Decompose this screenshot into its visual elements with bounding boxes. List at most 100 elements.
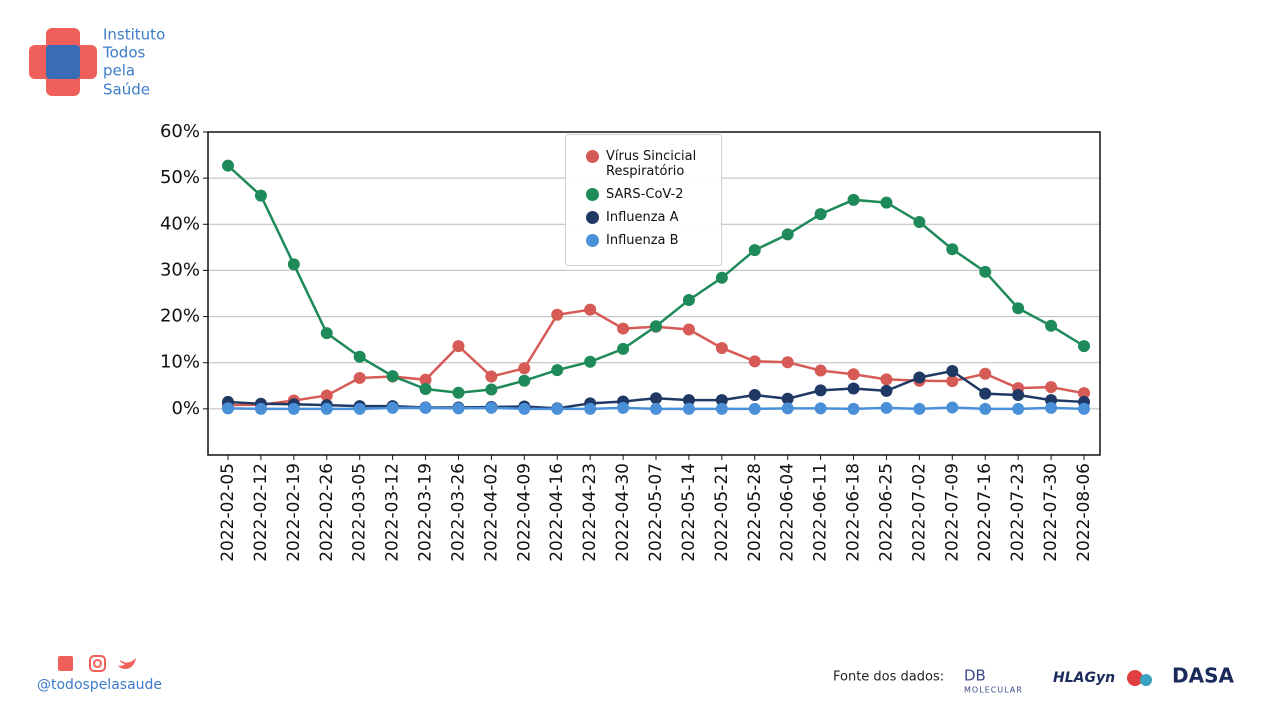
point xyxy=(551,308,564,321)
point xyxy=(353,350,366,363)
legend: Vírus Sincicial Respiratório SARS-CoV-2 In… xyxy=(565,134,722,266)
point xyxy=(584,303,597,316)
point xyxy=(814,208,827,221)
plot-frame xyxy=(207,131,1101,456)
point xyxy=(847,382,860,395)
x-tick-label: 2022-04-02 xyxy=(481,463,501,562)
x-tick-label: 2022-07-02 xyxy=(909,463,929,562)
point xyxy=(682,293,695,306)
x-tick-label: 2022-04-23 xyxy=(580,463,600,562)
point xyxy=(485,370,498,383)
x-tick-label: 2022-07-23 xyxy=(1008,463,1028,562)
point xyxy=(419,401,432,414)
source-logo: DB xyxy=(964,667,986,685)
point xyxy=(452,340,465,353)
point xyxy=(979,367,992,380)
x-tick-label: 2022-04-30 xyxy=(613,463,633,562)
point xyxy=(551,364,564,377)
x-tick-label: 2022-03-05 xyxy=(350,463,370,562)
point xyxy=(880,196,893,209)
point xyxy=(485,383,498,396)
logo-mark xyxy=(29,28,97,96)
point xyxy=(452,386,465,399)
logo-text: Instituto xyxy=(103,26,165,44)
point xyxy=(682,394,695,407)
point xyxy=(748,389,761,402)
x-tick-label: 2022-02-19 xyxy=(284,463,304,562)
x-tick-label: 2022-07-30 xyxy=(1041,463,1061,562)
point xyxy=(1012,302,1025,315)
legend-swatch xyxy=(586,188,599,201)
point xyxy=(584,402,597,415)
point xyxy=(715,402,728,415)
x-tick-label: 2022-05-28 xyxy=(745,463,765,562)
x-tick-label: 2022-06-11 xyxy=(811,463,831,562)
point xyxy=(946,375,959,388)
point xyxy=(946,365,959,378)
legend-label: Vírus Sincicial Respiratório xyxy=(606,149,697,179)
y-tick-label: 20% xyxy=(160,306,200,327)
point xyxy=(485,401,498,414)
point xyxy=(617,322,630,335)
point xyxy=(617,401,630,414)
x-tick-label: 2022-06-25 xyxy=(876,463,896,562)
point xyxy=(551,402,564,415)
x-tick-label: 2022-05-14 xyxy=(679,463,699,562)
source-label: Fonte dos dados: xyxy=(833,670,944,685)
point xyxy=(946,401,959,414)
point xyxy=(781,356,794,369)
point xyxy=(913,371,926,384)
y-tick-label: 30% xyxy=(160,259,200,280)
point xyxy=(1078,402,1090,415)
legend-swatch xyxy=(586,150,599,163)
y-tick-label: 40% xyxy=(160,213,200,234)
point xyxy=(748,402,761,415)
y-tick-label: 10% xyxy=(160,352,200,373)
point xyxy=(979,402,992,415)
point xyxy=(748,355,761,368)
point xyxy=(781,228,794,241)
point xyxy=(386,401,399,414)
logo-text: Todos xyxy=(102,44,145,62)
point xyxy=(913,215,926,228)
x-tick-label: 2022-04-09 xyxy=(514,463,534,562)
point xyxy=(320,389,333,402)
point xyxy=(419,373,432,386)
x-tick-label: 2022-03-19 xyxy=(416,463,436,562)
legend-swatch xyxy=(586,234,599,247)
point xyxy=(682,323,695,336)
source-logo: HLAGyn xyxy=(1053,670,1115,686)
point xyxy=(880,384,893,397)
x-tick-label: 2022-04-16 xyxy=(547,463,567,562)
point xyxy=(386,370,399,383)
x-tick-label: 2022-02-26 xyxy=(317,463,337,562)
y-tick-label: 0% xyxy=(171,398,200,419)
point xyxy=(946,243,959,256)
point xyxy=(320,327,333,340)
point xyxy=(880,373,893,386)
point xyxy=(584,355,597,368)
point xyxy=(979,387,992,400)
legend-item: Vírus Sincicial Respiratório xyxy=(586,149,715,179)
point xyxy=(748,244,761,257)
logo-text: pela xyxy=(103,62,135,80)
point xyxy=(715,341,728,354)
point xyxy=(518,402,531,415)
point xyxy=(287,258,300,271)
point xyxy=(814,402,827,415)
point xyxy=(880,401,893,414)
point xyxy=(979,265,992,278)
legend-label: Influenza A xyxy=(606,210,679,225)
x-tick-label: 2022-03-12 xyxy=(383,463,403,562)
x-tick-label: 2022-05-07 xyxy=(646,463,666,562)
x-tick-label: 2022-07-09 xyxy=(942,463,962,562)
point xyxy=(650,320,662,333)
social-icons xyxy=(58,655,136,672)
y-tick-label: 60% xyxy=(160,121,200,142)
x-tick-label: 2022-02-05 xyxy=(218,463,238,562)
point xyxy=(1078,340,1090,353)
point xyxy=(518,374,531,387)
point xyxy=(254,189,267,202)
